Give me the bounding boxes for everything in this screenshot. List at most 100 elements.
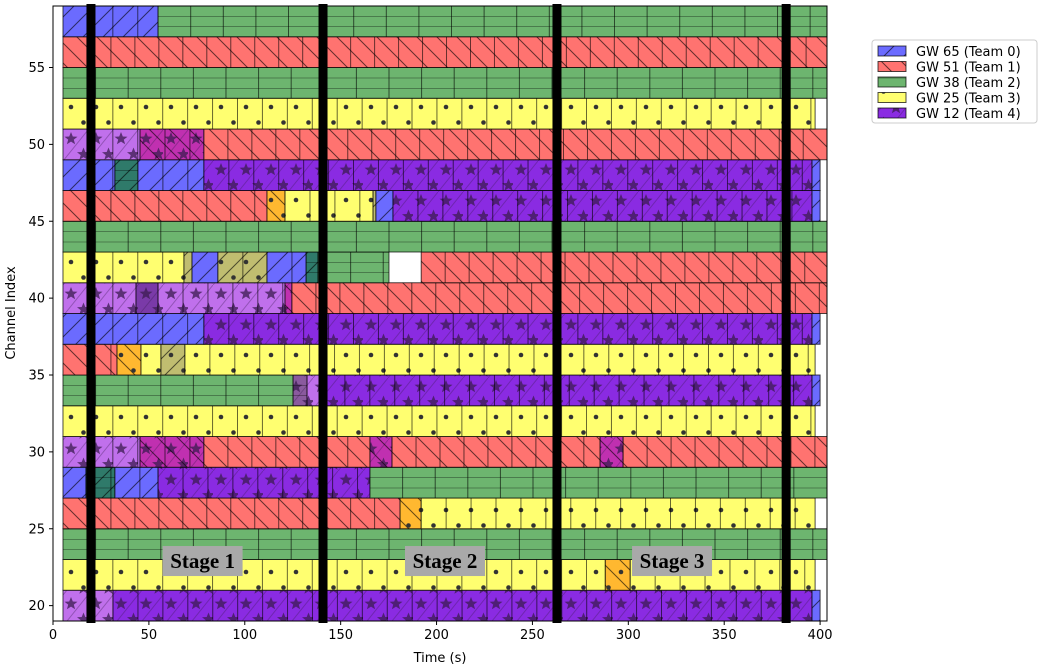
bar-segment	[62, 5, 159, 38]
bar-hatch	[62, 498, 401, 529]
bar-hatch	[812, 313, 821, 345]
y-tick-label: 35	[28, 369, 45, 384]
bar-segment	[217, 251, 268, 284]
bar-segment	[135, 282, 159, 314]
bar-hatch	[393, 190, 813, 222]
bar-hatch	[812, 159, 821, 191]
bar-hatch	[62, 252, 184, 283]
bar-hatch	[392, 436, 601, 468]
bar-segment	[160, 343, 186, 376]
bar-segment	[369, 466, 828, 499]
stage-boundary-line	[86, 4, 96, 623]
stage-label-box	[162, 546, 243, 577]
bar-segment	[284, 282, 293, 314]
bar-hatch	[158, 6, 827, 37]
bar-segment	[391, 436, 601, 468]
bar-hatch	[62, 98, 816, 129]
bar-segment	[62, 374, 294, 407]
legend-item: GW 65 (Team 0)	[877, 45, 1021, 60]
bar-segment	[604, 559, 631, 591]
bar-hatch	[267, 252, 307, 283]
bar-outline	[811, 374, 821, 407]
y-tick-label: 30	[28, 445, 45, 460]
bar-hatch	[373, 190, 376, 222]
bar-hatch	[319, 375, 813, 406]
bar-segment	[420, 251, 828, 284]
bar-segment	[317, 251, 390, 284]
bar-hatch	[307, 375, 320, 406]
stage-boundary-line	[552, 4, 562, 623]
bar-segment	[811, 374, 821, 407]
y-tick-label: 55	[28, 61, 45, 76]
bar-hatch	[62, 313, 204, 345]
bar-segment	[139, 128, 205, 161]
bar-hatch	[605, 559, 631, 591]
bar-segment	[811, 313, 821, 345]
legend-label: GW 51 (Team 1)	[916, 61, 1021, 76]
x-tick-label: 350	[712, 628, 737, 643]
bar-hatch	[136, 282, 159, 314]
bar-hatch	[137, 159, 204, 191]
y-tick-label: 40	[28, 292, 45, 307]
x-tick-label: 50	[141, 628, 158, 643]
bar-hatch	[285, 190, 374, 222]
bar-hatch	[192, 252, 218, 283]
bar-segment	[811, 589, 821, 622]
stage-boundary-lines	[86, 4, 791, 623]
bar-segment	[62, 559, 606, 591]
bar-segment	[266, 251, 307, 284]
bar-segment	[203, 159, 813, 191]
x-tick-label: 0	[49, 628, 57, 643]
bar-segment	[420, 497, 816, 530]
bar-hatch	[62, 129, 141, 160]
bar-hatch	[267, 190, 286, 222]
bar-hatch	[812, 190, 821, 222]
bar-hatch	[375, 190, 394, 222]
bar-hatch	[114, 467, 159, 498]
timeline-bars	[62, 5, 828, 622]
y-axis-ticks: 20 25 30 35 40 45 50 55	[28, 61, 53, 614]
y-tick-label: 20	[28, 599, 45, 614]
bar-hatch	[318, 252, 389, 283]
bar-hatch	[62, 6, 159, 37]
bar-hatch	[62, 405, 816, 437]
y-axis-label: Channel Index	[4, 266, 19, 360]
legend-label: GW 38 (Team 2)	[916, 76, 1021, 91]
bar-hatch	[812, 590, 821, 621]
bar-segment	[305, 251, 319, 284]
bar-hatch	[158, 467, 371, 498]
bar-hatch	[203, 436, 371, 468]
x-tick-label: 400	[808, 628, 833, 643]
bar-hatch	[306, 252, 319, 283]
bar-hatch	[421, 252, 827, 283]
y-tick-label: 50	[28, 138, 45, 153]
y-tick-label: 45	[28, 215, 45, 230]
plot-frame	[52, 5, 828, 622]
x-axis-ticks: 0 50 100 150 200 250 300 350 400	[49, 621, 833, 643]
bar-segment	[622, 436, 828, 468]
bar-hatch	[623, 436, 827, 468]
legend-item: GW 51 (Team 1)	[877, 61, 1021, 76]
bar-segment	[203, 128, 828, 161]
bar-segment	[140, 343, 162, 376]
bar-hatch	[62, 375, 294, 406]
bar-segment	[157, 466, 371, 499]
bar-segment	[62, 190, 268, 222]
bar-segment	[139, 436, 205, 468]
bar-segment	[319, 374, 813, 407]
bar-hatch	[117, 344, 142, 375]
legend-swatch-hatch	[877, 61, 907, 72]
stage-label-text: Stage 1	[170, 549, 235, 573]
bar-hatch	[183, 252, 193, 283]
bar-segment	[191, 251, 219, 284]
bar-hatch	[421, 498, 816, 529]
bar-hatch	[285, 282, 292, 314]
bar-hatch	[62, 190, 268, 222]
bar-hatch	[600, 436, 624, 468]
legend-item: GW 38 (Team 2)	[877, 76, 1021, 91]
bar-hatch	[62, 36, 828, 68]
bar-segment	[811, 159, 821, 191]
bar-hatch	[400, 498, 422, 529]
bar-segment	[62, 67, 828, 99]
